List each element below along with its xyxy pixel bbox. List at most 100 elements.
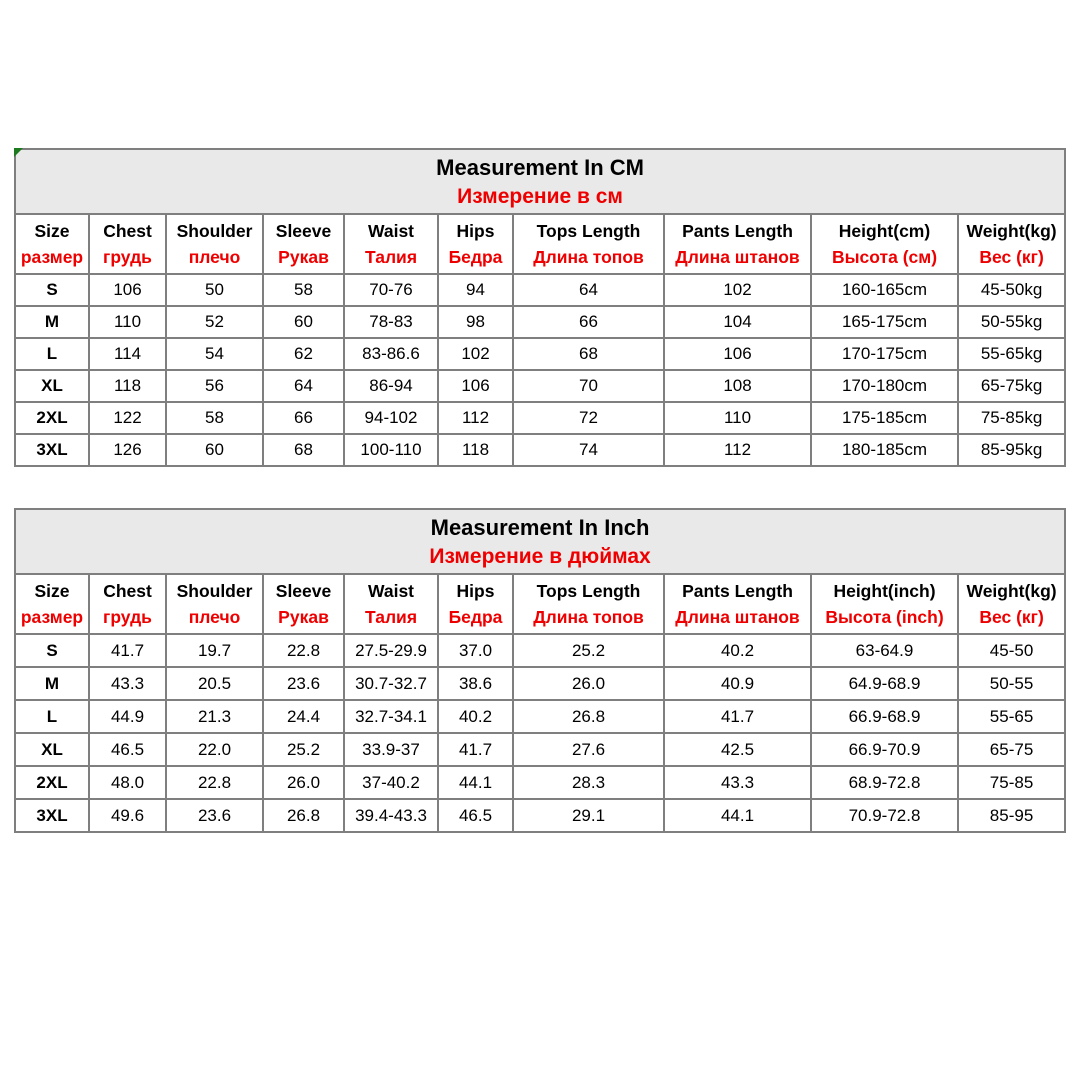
measurement-cell: 54: [165, 337, 264, 371]
measurement-cell: 74: [512, 433, 665, 467]
measurement-cell: 160-165cm: [810, 273, 959, 307]
measurement-cell: 118: [437, 433, 514, 467]
measurement-cell: 66.9-68.9: [810, 699, 959, 734]
column-header-ru: Вес (кг): [979, 247, 1044, 267]
measurement-cell: 98: [437, 305, 514, 339]
column-header-en: Chest: [103, 221, 152, 241]
measurement-cell: 175-185cm: [810, 401, 959, 435]
measurement-cell: 26.0: [512, 666, 665, 701]
column-header-en: Sleeve: [275, 581, 332, 601]
inch-table-block: Measurement In Inch Измерение в дюймах Siz…: [13, 508, 1067, 833]
measurement-cell: 70.9-72.8: [810, 798, 959, 833]
column-header-en: Tops Length: [536, 581, 641, 601]
column-header-ru: Бедра: [448, 607, 503, 627]
measurement-cell: 22.8: [165, 765, 264, 800]
size-cell: 2XL: [14, 765, 90, 800]
measurement-cell: 108: [663, 369, 812, 403]
measurement-cell: 72: [512, 401, 665, 435]
column-header-cell: Size размер: [14, 213, 90, 275]
measurement-cell: 180-185cm: [810, 433, 959, 467]
table-row: M 110 52 60 78-83 98 66 104 165-175cm 50-55kg: [14, 305, 1067, 339]
measurement-cell: 26.8: [262, 798, 345, 833]
measurement-cell: 44.9: [88, 699, 167, 734]
measurement-cell: 66: [262, 401, 345, 435]
measurement-cell: 40.9: [663, 666, 812, 701]
measurement-cell: 64.9-68.9: [810, 666, 959, 701]
measurement-cell: 48.0: [88, 765, 167, 800]
measurement-cell: 106: [663, 337, 812, 371]
size-cell: M: [14, 305, 90, 339]
column-header-en: Waist: [367, 221, 415, 241]
measurement-cell: 58: [262, 273, 345, 307]
measurement-cell: 40.2: [437, 699, 514, 734]
column-header-en: Waist: [367, 581, 415, 601]
column-header-cell: Waist Талия: [343, 213, 439, 275]
measurement-cell: 70: [512, 369, 665, 403]
measurement-cell: 66: [512, 305, 665, 339]
column-header-cell: Chest грудь: [88, 213, 167, 275]
measurement-cell: 65-75: [956, 732, 1067, 767]
measurement-cell: 37.0: [437, 633, 514, 668]
size-cell: L: [14, 699, 90, 734]
measurement-cell: 114: [88, 337, 167, 371]
column-header-cell: Hips Бедра: [437, 573, 514, 635]
column-header-cell: Waist Талия: [343, 573, 439, 635]
measurement-cell: 100-110: [343, 433, 439, 467]
measurement-cell: 68.9-72.8: [810, 765, 959, 800]
measurement-cell: 27.6: [512, 732, 665, 767]
column-header-cell: Height(inch) Высота (inch): [810, 573, 959, 635]
column-header-cell: Tops Length Длина топов: [512, 573, 665, 635]
column-header-en: Size: [34, 581, 70, 601]
table-title-ru: Измерение в см: [457, 184, 623, 208]
measurement-cell: 22.0: [165, 732, 264, 767]
column-header-cell: Shoulder плечо: [165, 573, 264, 635]
size-cell: 3XL: [14, 798, 90, 833]
measurement-cell: 50-55kg: [956, 305, 1067, 339]
column-header-ru: Талия: [364, 247, 418, 267]
measurement-cell: 46.5: [437, 798, 514, 833]
size-cell: XL: [14, 369, 90, 403]
measurement-cell: 110: [88, 305, 167, 339]
measurement-cell: 83-86.6: [343, 337, 439, 371]
measurement-cell: 52: [165, 305, 264, 339]
column-header-ru: плечо: [188, 607, 241, 627]
measurement-cell: 50: [165, 273, 264, 307]
measurement-cell: 25.2: [512, 633, 665, 668]
excel-corner-marker-icon: [14, 148, 23, 157]
size-cell: XL: [14, 732, 90, 767]
column-header-ru: Бедра: [448, 247, 503, 267]
column-header-ru: Рукав: [278, 247, 329, 267]
size-cell: 3XL: [14, 433, 90, 467]
column-header-en: Tops Length: [536, 221, 641, 241]
measurement-cell: 38.6: [437, 666, 514, 701]
size-cell: S: [14, 273, 90, 307]
column-header-en: Height(cm): [838, 221, 931, 241]
column-header-en: Pants Length: [682, 221, 793, 241]
measurement-cell: 41.7: [88, 633, 167, 668]
table-title-ru: Измерение в дюймах: [429, 544, 651, 568]
measurement-cell: 41.7: [437, 732, 514, 767]
column-header-ru: Длина штанов: [675, 247, 800, 267]
measurement-cell: 63-64.9: [810, 633, 959, 668]
measurement-cell: 26.0: [262, 765, 345, 800]
column-header-en: Pants Length: [682, 581, 793, 601]
measurement-cell: 86-94: [343, 369, 439, 403]
column-header-cell: Weight(kg) Вес (кг): [956, 213, 1067, 275]
table-row: 3XL 49.6 23.6 26.8 39.4-43.3 46.5 29.1 44.1 70.9…: [14, 798, 1067, 833]
column-header-cell: Weight(kg) Вес (кг): [956, 573, 1067, 635]
column-header-cell: Sleeve Рукав: [262, 573, 345, 635]
measurement-cell: 75-85kg: [956, 401, 1067, 435]
size-cell: M: [14, 666, 90, 701]
measurement-cell: 170-180cm: [810, 369, 959, 403]
table-row: XL 118 56 64 86-94 106 70 108 170-180cm 65-75kg: [14, 369, 1067, 403]
column-header-ru: грудь: [103, 247, 152, 267]
measurement-cell: 27.5-29.9: [343, 633, 439, 668]
measurement-cell: 33.9-37: [343, 732, 439, 767]
measurement-cell: 94: [437, 273, 514, 307]
column-header-cell: Chest грудь: [88, 573, 167, 635]
measurement-cell: 118: [88, 369, 167, 403]
measurement-cell: 24.4: [262, 699, 345, 734]
column-header-ru: размер: [20, 607, 84, 627]
column-header-en: Sleeve: [275, 221, 332, 241]
measurement-cell: 60: [262, 305, 345, 339]
